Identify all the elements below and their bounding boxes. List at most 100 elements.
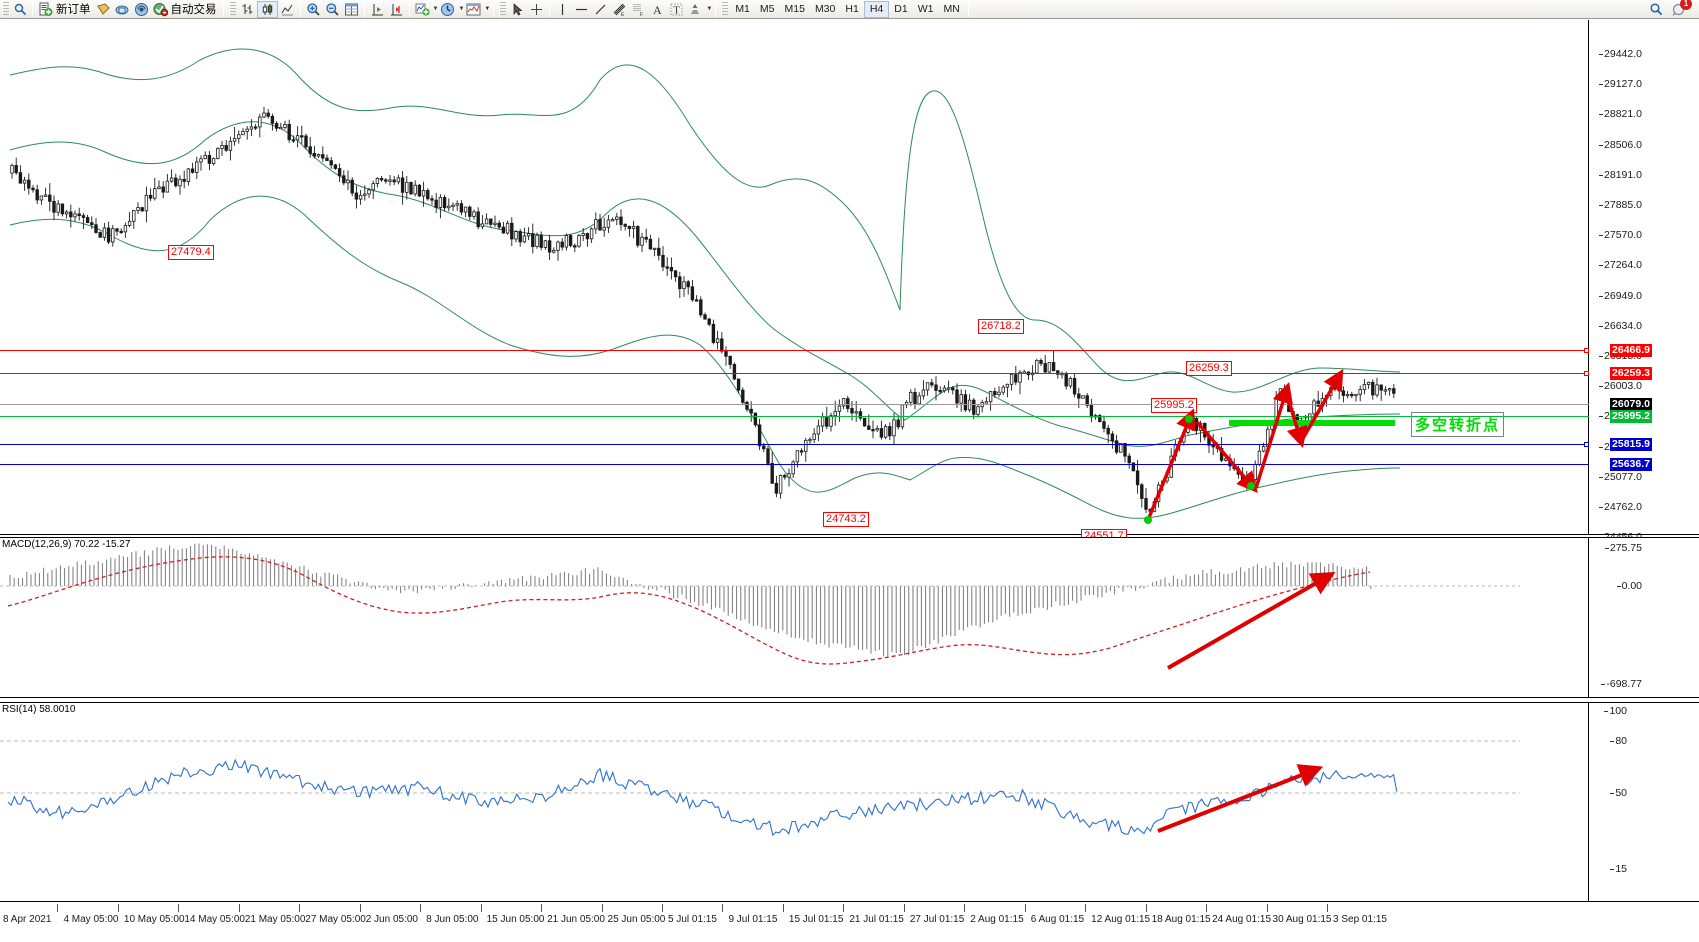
timeframe-w1[interactable]: W1 bbox=[917, 3, 934, 15]
candlestick-icon[interactable] bbox=[256, 0, 278, 18]
toolbar-grip[interactable] bbox=[2, 1, 9, 17]
timeframe-h1[interactable]: H1 bbox=[845, 3, 859, 15]
zoom-in-icon[interactable] bbox=[304, 1, 323, 18]
rsi-trend-arrow[interactable] bbox=[0, 703, 1589, 902]
draw-toolbar-grip[interactable] bbox=[499, 1, 507, 17]
shapes-dropdown-caret-icon[interactable]: ▼ bbox=[706, 6, 713, 12]
shift-start-icon[interactable] bbox=[368, 1, 387, 18]
period-dropdown-caret-icon[interactable]: ▼ bbox=[458, 6, 465, 12]
alerts-bell-icon[interactable]: 1 bbox=[1670, 0, 1692, 18]
timeframe-mn[interactable]: MN bbox=[943, 3, 960, 15]
price-trend-arrows[interactable] bbox=[0, 20, 1589, 535]
label-icon[interactable]: T bbox=[667, 1, 686, 18]
macd-pane[interactable]: MACD(12,26,9) 70.22 -15.27 275.75 0.00 -69… bbox=[0, 537, 1699, 698]
shift-end-icon[interactable] bbox=[387, 1, 406, 18]
level-line-support-2[interactable] bbox=[0, 464, 1589, 465]
timeframe-d1[interactable]: D1 bbox=[894, 3, 908, 15]
level-handle-resistance-1[interactable] bbox=[1584, 348, 1589, 353]
timeframe-m5[interactable]: M5 bbox=[759, 3, 775, 15]
price-tag-24743[interactable]: 24743.2 bbox=[823, 512, 869, 527]
vline-icon[interactable] bbox=[553, 1, 572, 18]
equidistant-icon[interactable]: F bbox=[629, 1, 648, 18]
rsi-chart-canvas[interactable] bbox=[0, 703, 1589, 902]
candlestick-series[interactable] bbox=[0, 20, 1589, 535]
period-icon[interactable] bbox=[438, 1, 457, 18]
toolbar-separator-5 bbox=[408, 1, 410, 17]
timeframe-m1[interactable]: M1 bbox=[735, 3, 750, 15]
price-tag-27479[interactable]: 27479.4 bbox=[168, 245, 214, 260]
cursor-icon[interactable] bbox=[508, 1, 527, 18]
new-order-icon[interactable] bbox=[36, 1, 55, 18]
macd-trend-arrow[interactable] bbox=[0, 538, 1589, 698]
trend-reversal-annotation[interactable]: 多空转折点 bbox=[1411, 412, 1505, 437]
timeframe-m15[interactable]: M15 bbox=[784, 3, 805, 15]
indicators-dropdown-caret-icon[interactable]: ▼ bbox=[432, 6, 439, 12]
time-axis-tick bbox=[782, 904, 784, 912]
timeframe-toolbar-grip[interactable] bbox=[721, 1, 729, 17]
new-order-label[interactable]: 新订单 bbox=[56, 4, 91, 16]
timeframe-h4[interactable]: H4 bbox=[863, 0, 890, 18]
level-handle-resistance-2[interactable] bbox=[1584, 371, 1589, 376]
indicators-icon[interactable] bbox=[413, 1, 432, 18]
macd-chart-canvas[interactable] bbox=[0, 538, 1589, 698]
time-axis-label: 24 Aug 01:15 bbox=[1212, 914, 1272, 925]
time-axis-label: 21 May 05:00 bbox=[244, 914, 306, 925]
time-axis-tick bbox=[903, 904, 905, 912]
price-ytick: 28506.0 bbox=[1599, 138, 1642, 151]
signal-icon[interactable] bbox=[132, 1, 151, 18]
hline-icon[interactable] bbox=[572, 1, 591, 18]
time-axis-tick bbox=[1327, 904, 1328, 912]
price-ytick: 28191.0 bbox=[1599, 168, 1642, 181]
price-ytick: 27264.0 bbox=[1599, 259, 1642, 272]
green-support-zone[interactable] bbox=[1229, 420, 1395, 426]
autotrading-icon[interactable] bbox=[151, 1, 170, 18]
level-line-resistance-2[interactable] bbox=[0, 373, 1589, 374]
price-tag-26718[interactable]: 26718.2 bbox=[978, 319, 1024, 334]
price-tag-26259[interactable]: 26259.3 bbox=[1186, 361, 1232, 376]
search-icon[interactable] bbox=[1647, 1, 1666, 18]
level-line-support-1[interactable] bbox=[0, 444, 1589, 445]
price-pane[interactable]: 29442.0 29127.0 28821.0 28506.0 28191.0 27885… bbox=[0, 20, 1699, 544]
time-axis-label: 5 Jul 01:15 bbox=[668, 914, 717, 925]
macd-axis-line bbox=[1588, 538, 1589, 697]
price-label-current: 26079.0 bbox=[1610, 398, 1652, 411]
fibonacci-icon[interactable]: E bbox=[610, 1, 629, 18]
price-label-support-2: 25636.7 bbox=[1610, 458, 1652, 471]
rsi-pane[interactable]: RSI(14) 58.0010 100 80 50 15 bbox=[0, 702, 1699, 902]
time-axis-tick bbox=[1085, 904, 1087, 912]
templates-icon[interactable] bbox=[464, 1, 483, 18]
templates-dropdown-caret-icon[interactable]: ▼ bbox=[484, 6, 491, 12]
crosshair-icon[interactable] bbox=[527, 1, 546, 18]
cloud-icon[interactable] bbox=[113, 1, 132, 18]
time-axis-label: 18 Aug 01:15 bbox=[1151, 914, 1211, 925]
shapes-icon[interactable] bbox=[686, 1, 705, 18]
line-chart-icon[interactable] bbox=[278, 1, 297, 18]
time-axis-tick bbox=[964, 904, 966, 912]
autotrading-label[interactable]: 自动交易 bbox=[170, 4, 217, 16]
view-toolbar-grip[interactable] bbox=[228, 1, 236, 17]
toolbar-separator-2 bbox=[222, 1, 224, 17]
text-icon[interactable]: A bbox=[648, 1, 667, 18]
level-line-support-green[interactable] bbox=[0, 416, 1589, 417]
rsi-ytick: 80 bbox=[1610, 735, 1627, 747]
data-window-icon[interactable] bbox=[342, 1, 361, 18]
level-line-resistance-1[interactable] bbox=[0, 350, 1589, 351]
price-ytick: 27885.0 bbox=[1599, 199, 1642, 211]
time-axis: 8 Apr 2021 4 May 05:00 10 May 05:00 14 May … bbox=[0, 904, 1589, 942]
timeframe-m30[interactable]: M30 bbox=[814, 3, 836, 15]
price-tag-25995[interactable]: 25995.2 bbox=[1151, 398, 1197, 413]
toolbar-separator-8 bbox=[715, 1, 717, 17]
bar-chart-icon[interactable] bbox=[238, 1, 257, 18]
chart-window[interactable]: HK50-,H4 25951.0 26105.5 25928.0 26079.0… bbox=[0, 20, 1699, 942]
shield-icon[interactable] bbox=[94, 1, 113, 18]
time-axis-tick bbox=[359, 904, 361, 912]
show-all-icon[interactable] bbox=[11, 1, 29, 18]
level-handle-support-1[interactable] bbox=[1584, 442, 1589, 447]
trendline-icon[interactable] bbox=[591, 1, 610, 18]
price-label-support-green: 25995.2 bbox=[1610, 410, 1652, 423]
rsi-ytick: 15 bbox=[1610, 863, 1627, 875]
price-chart-canvas[interactable] bbox=[0, 20, 1589, 535]
zoom-out-icon[interactable] bbox=[323, 1, 342, 18]
toolbar-separator-3 bbox=[299, 1, 301, 17]
macd-indicator-label: MACD(12,26,9) 70.22 -15.27 bbox=[2, 539, 131, 550]
